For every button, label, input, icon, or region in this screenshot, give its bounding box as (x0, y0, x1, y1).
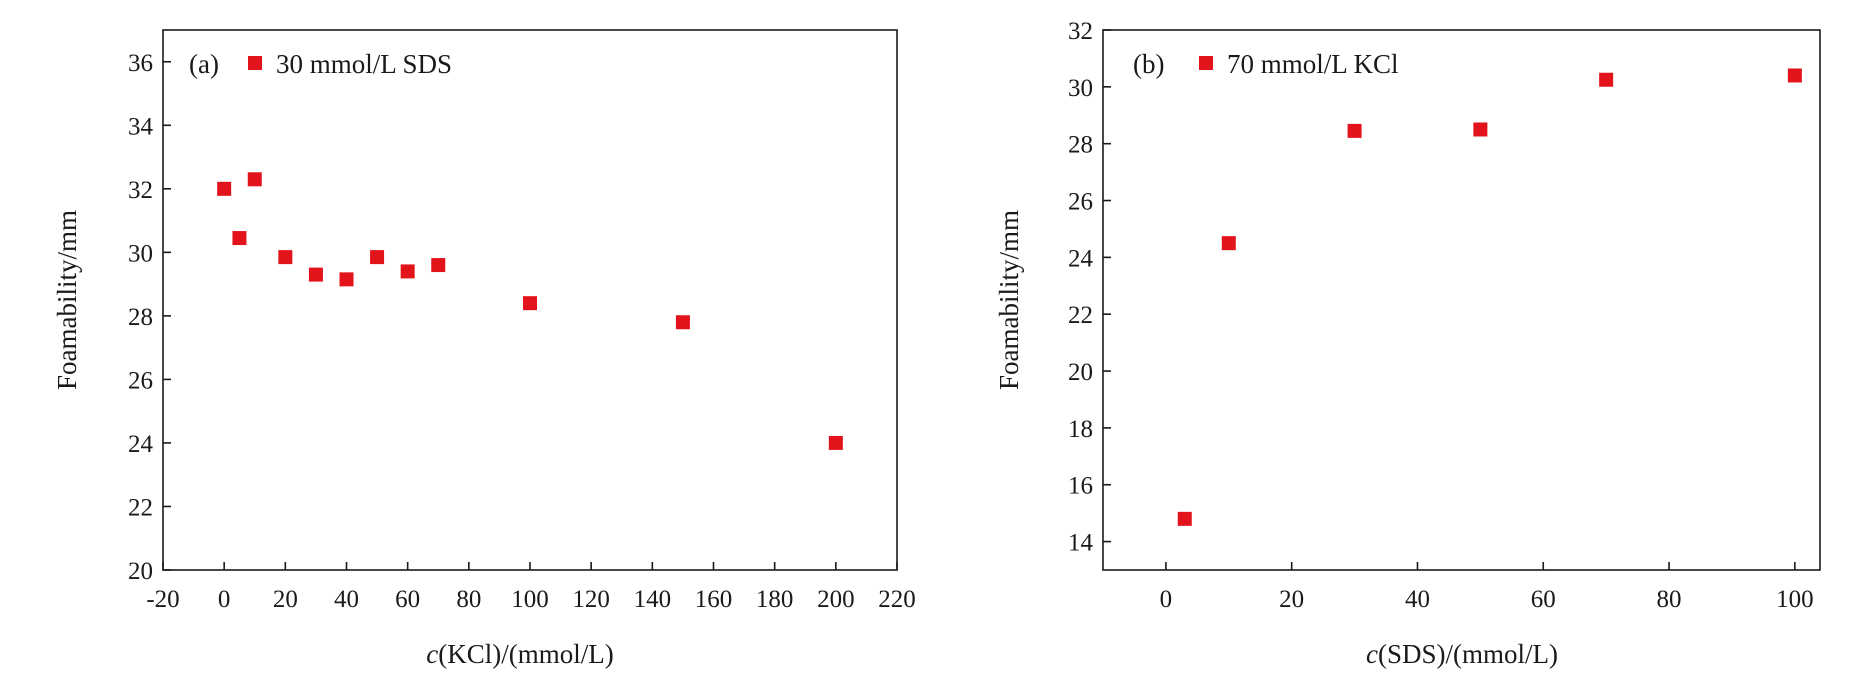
data-point (431, 258, 446, 273)
x-tick-label: 100 (511, 586, 549, 613)
panel-label: (b) (1133, 49, 1164, 79)
x-axis-ticks: -20 0 20 40 60 80 100 120 140 160 180 200 220 (146, 562, 916, 613)
x-tick-label: 160 (695, 586, 733, 613)
data-point (675, 315, 690, 330)
y-tick-label: 34 (128, 113, 154, 140)
data-points (1177, 68, 1802, 526)
legend-label: 70 mmol/L KCl (1227, 49, 1399, 79)
data-point (1787, 68, 1802, 83)
y-tick-label: 32 (1068, 18, 1093, 45)
x-tick-label: 180 (756, 586, 794, 613)
y-tick-label: 20 (1068, 359, 1093, 386)
x-tick-label: 120 (572, 586, 610, 613)
x-tick-label: 220 (878, 586, 916, 613)
data-point (217, 181, 232, 196)
y-tick-label: 30 (1068, 75, 1093, 102)
legend-label: 30 mmol/L SDS (276, 49, 452, 79)
x-tick-label: 60 (1531, 586, 1556, 613)
y-tick-label: 28 (1068, 132, 1093, 159)
chart-panel-a: 20 22 24 26 28 30 32 34 36 -20 0 20 40 60 80 100 120 140… (52, 29, 916, 669)
y-tick-label: 16 (1068, 473, 1093, 500)
x-tick-label: 0 (1160, 586, 1173, 613)
y-tick-label: 36 (128, 50, 153, 77)
x-tick-label: 140 (634, 586, 672, 613)
x-axis-label: c(KCl)/(mmol/L) (426, 639, 613, 669)
x-tick-label: 40 (1405, 586, 1430, 613)
chart-panel-b: 14 16 18 20 22 24 26 28 30 32 0 20 40 60 80 100 (b) 70… (994, 18, 1821, 669)
data-points (217, 172, 843, 450)
panel-label: (a) (189, 49, 219, 79)
x-axis-label-variable: c (426, 639, 438, 669)
y-tick-label: 18 (1068, 416, 1093, 443)
y-axis-ticks: 14 16 18 20 22 24 26 28 30 32 (1068, 18, 1111, 557)
x-tick-label: 80 (1657, 586, 1682, 613)
data-point (1473, 122, 1488, 137)
data-point (1347, 123, 1362, 138)
y-tick-label: 32 (128, 177, 153, 204)
data-point (370, 250, 385, 265)
data-point (400, 264, 415, 279)
x-tick-label: 0 (218, 586, 231, 613)
x-axis-ticks: 0 20 40 60 80 100 (1160, 562, 1814, 613)
legend-marker (248, 56, 262, 70)
data-point (339, 272, 354, 287)
legend-marker (1199, 56, 1213, 70)
x-tick-label: 200 (817, 586, 855, 613)
x-axis-label-text: (SDS)/(mmol/L) (1378, 639, 1558, 669)
y-axis-label: Foamability/mm (52, 210, 82, 390)
data-point (1177, 511, 1192, 526)
data-point (308, 267, 323, 282)
y-axis-ticks: 20 22 24 26 28 30 32 34 36 (128, 50, 171, 585)
x-tick-label: 20 (1279, 586, 1304, 613)
plot-area-frame (1102, 29, 1821, 571)
x-tick-label: 20 (273, 586, 298, 613)
y-tick-label: 22 (1068, 302, 1093, 329)
data-point (1599, 72, 1614, 87)
y-tick-label: 14 (1068, 530, 1094, 557)
x-tick-label: 80 (456, 586, 481, 613)
y-tick-label: 22 (128, 494, 153, 521)
data-point (232, 231, 247, 246)
x-axis-label-text: (KCl)/(mmol/L) (438, 639, 613, 669)
y-tick-label: 28 (128, 304, 153, 331)
y-axis-label: Foamability/mm (994, 210, 1024, 390)
y-tick-label: 24 (1068, 245, 1094, 272)
y-tick-label: 20 (128, 558, 153, 585)
data-point (1221, 236, 1236, 251)
y-tick-label: 30 (128, 240, 153, 267)
x-axis-label-variable: c (1366, 639, 1378, 669)
y-tick-label: 26 (1068, 189, 1093, 216)
x-axis-label: c(SDS)/(mmol/L) (1366, 639, 1558, 669)
data-point (278, 250, 293, 265)
x-tick-label: 60 (395, 586, 420, 613)
x-tick-label: 40 (334, 586, 359, 613)
data-point (523, 296, 537, 311)
y-tick-label: 26 (128, 367, 153, 394)
data-point (828, 435, 843, 450)
y-tick-label: 24 (128, 431, 154, 458)
x-tick-label: 100 (1776, 586, 1814, 613)
data-point (247, 172, 262, 187)
x-tick-label: -20 (146, 586, 179, 613)
